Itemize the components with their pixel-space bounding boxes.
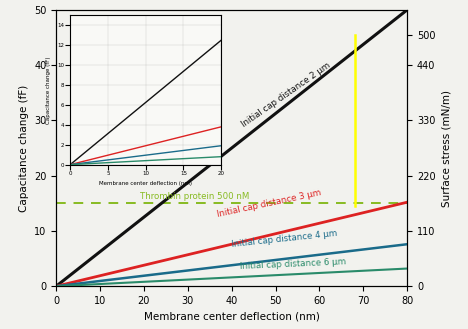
Text: Initial cap distance 3 μm: Initial cap distance 3 μm xyxy=(217,188,322,218)
X-axis label: Membrane center deflection (nm): Membrane center deflection (nm) xyxy=(144,312,320,321)
Text: Initial cap distance 6 μm: Initial cap distance 6 μm xyxy=(240,257,347,271)
Text: Thrombin protein 500 nM: Thrombin protein 500 nM xyxy=(139,192,249,201)
Text: Initial cap distance 4 μm: Initial cap distance 4 μm xyxy=(231,229,337,249)
Text: Initial cap distance 2 μm: Initial cap distance 2 μm xyxy=(240,61,332,129)
Y-axis label: Surface stress (mN/m): Surface stress (mN/m) xyxy=(441,89,451,207)
Y-axis label: Capacitance change (fF): Capacitance change (fF) xyxy=(19,85,29,212)
